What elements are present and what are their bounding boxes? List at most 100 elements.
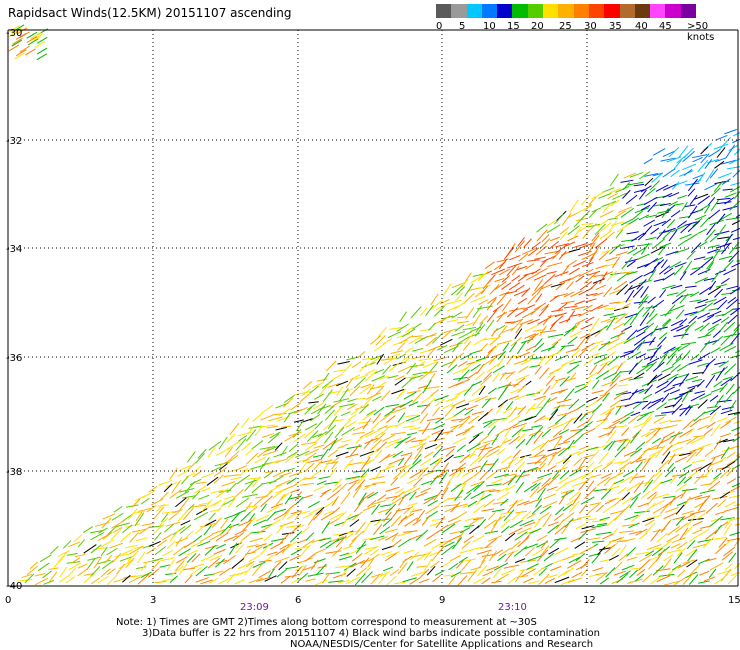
wind-barb [426,417,441,422]
wind-barb [686,515,696,528]
wind-barb [333,407,342,417]
wind-barb [284,503,296,514]
lat-label-32: -32 [6,136,22,147]
wind-barb [633,183,645,187]
wind-barb [353,498,365,513]
wind-barb [304,442,318,452]
wind-barb [501,525,510,534]
wind-barb [648,555,661,561]
wind-barb [636,263,650,269]
wind-barb [140,497,150,505]
wind-barb [562,455,572,464]
wind-barb [11,39,23,47]
wind-barb [335,451,349,457]
wind-barb [480,374,493,386]
wind-barb [638,279,652,285]
wind-barb [200,472,215,479]
wind-barb [90,566,101,577]
wind-barb [711,370,722,376]
wind-barb [434,417,445,424]
wind-barb [599,222,612,232]
wind-barb [697,172,706,183]
wind-barb [232,532,245,542]
wind-barb [213,467,228,477]
wind-barb [340,491,351,505]
wind-barb [245,448,254,456]
wind-barb [285,566,298,570]
wind-barb [729,517,740,522]
wind-barb [480,460,488,470]
wind-barb [461,476,474,485]
wind-barb [410,570,427,577]
wind-barb [26,31,38,39]
wind-barb [318,476,330,480]
wind-barb [570,313,582,317]
wind-barb [268,568,275,578]
wind-barb [420,402,431,414]
wind-barb [486,483,502,487]
wind-barb [476,363,485,374]
wind-barb [432,447,443,458]
wind-barb [314,485,325,492]
wind-barb [626,329,638,341]
wind-barb [387,374,399,379]
wind-barb [422,361,437,368]
wind-barb [348,479,360,485]
wind-barb [178,548,191,557]
wind-barb [648,308,656,318]
wind-barb [723,538,733,547]
wind-barb [402,577,417,583]
wind-barb [565,416,579,424]
wind-barb [707,248,719,254]
wind-barb [687,494,703,501]
wind-barb [515,284,525,292]
wind-barb [611,256,621,269]
wind-barb [450,483,462,492]
wind-barb [636,353,647,359]
wind-barb [682,260,693,274]
wind-barb [509,254,521,261]
wind-barb [331,496,339,506]
wind-barb [694,304,707,309]
wind-barb [663,346,676,354]
wind-barb [679,404,691,417]
wind-barb [730,182,740,186]
wind-barb [698,580,710,584]
wind-barb [714,361,726,366]
wind-barb [632,246,647,256]
wind-barb [154,580,167,584]
wind-barb [138,525,152,535]
wind-barb [522,428,534,432]
wind-barb [113,526,123,533]
wind-barb [716,201,732,205]
wind-barb [558,250,567,260]
wind-barb [725,144,736,158]
wind-barb [198,494,210,500]
wind-barb [656,436,666,449]
wind-barb [731,289,740,292]
wind-barb [494,281,507,291]
wind-barb [169,489,182,499]
wind-barb [635,458,647,463]
wind-barb [575,275,585,283]
wind-barb [420,568,430,578]
wind-barb [346,530,360,534]
wind-barb [702,536,715,549]
wind-barb [658,243,667,256]
wind-barb [601,200,617,208]
wind-barb [726,451,736,459]
wind-barb [224,495,235,500]
note-line-1: Note: 1) Times are GMT 2)Times along bot… [116,617,537,628]
wind-barb [617,384,629,387]
wind-barb [215,543,226,549]
wind-barb [457,575,468,586]
wind-barb [626,547,637,557]
wind-barb [585,537,601,541]
wind-barb [284,432,298,442]
wind-barb [595,370,609,380]
wind-barb [504,473,517,477]
wind-barb [638,171,651,180]
wind-barb [511,510,523,521]
wind-barb [77,563,88,569]
wind-barb [391,491,405,502]
